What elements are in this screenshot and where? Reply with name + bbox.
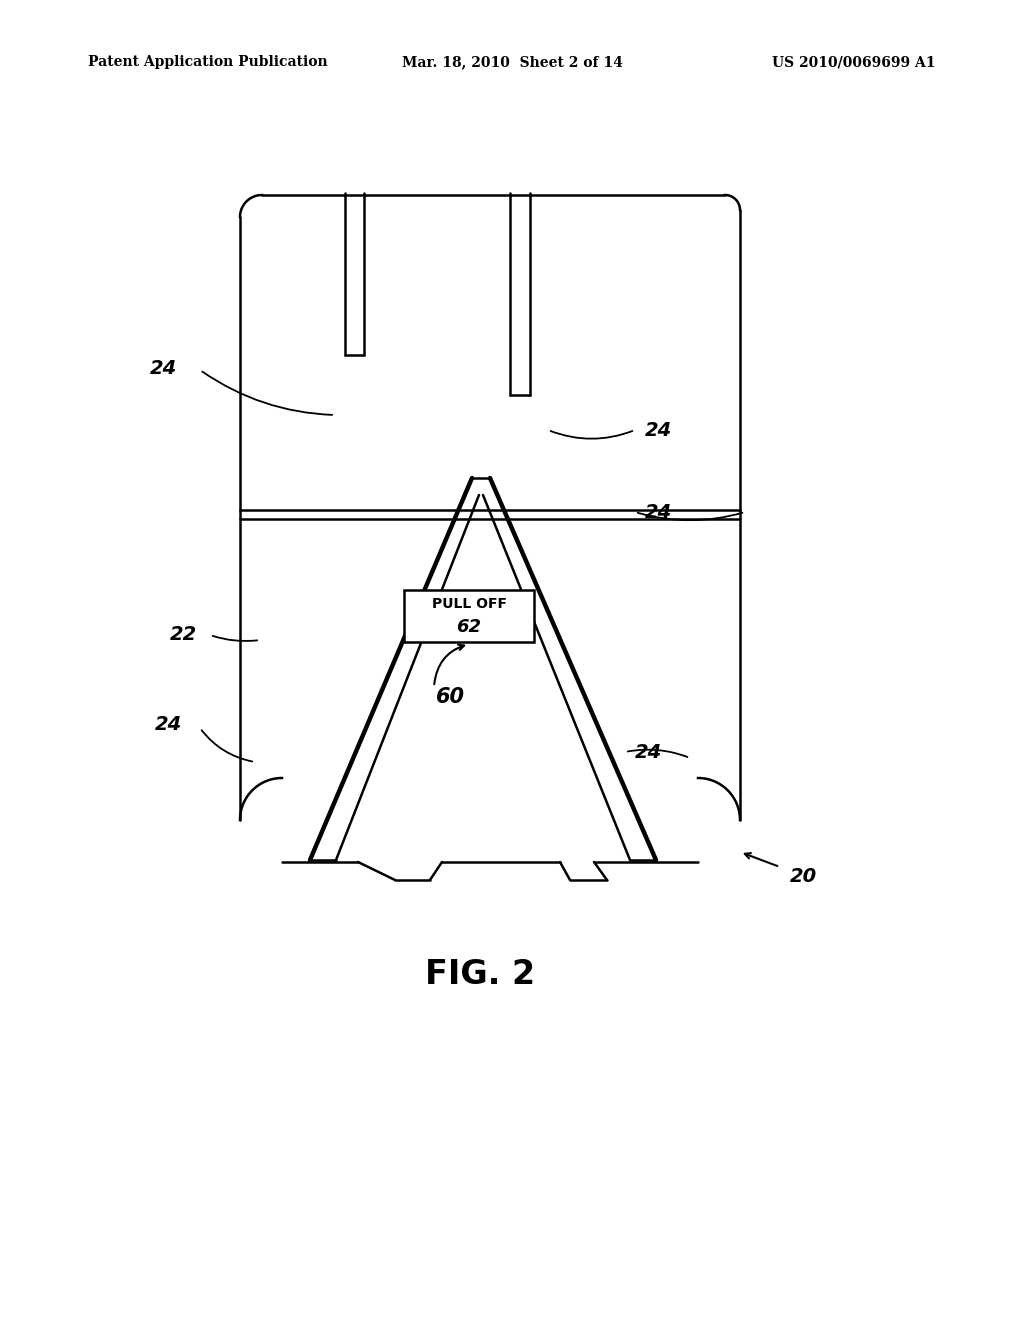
Bar	[404, 590, 534, 642]
Text: PULL OFF: PULL OFF	[431, 597, 507, 611]
Text: 24: 24	[150, 359, 176, 378]
Text: 24: 24	[635, 742, 663, 762]
Text: Patent Application Publication: Patent Application Publication	[88, 55, 328, 69]
Text: 24: 24	[645, 421, 672, 440]
Text: 24: 24	[645, 503, 672, 521]
Text: 24: 24	[155, 715, 181, 734]
Text: 60: 60	[436, 686, 465, 708]
Text: 22: 22	[169, 626, 197, 644]
Text: Mar. 18, 2010  Sheet 2 of 14: Mar. 18, 2010 Sheet 2 of 14	[401, 55, 623, 69]
Text: 62: 62	[457, 618, 481, 636]
Text: US 2010/0069699 A1: US 2010/0069699 A1	[772, 55, 936, 69]
Text: 20: 20	[790, 867, 817, 887]
Text: FIG. 2: FIG. 2	[425, 958, 536, 991]
